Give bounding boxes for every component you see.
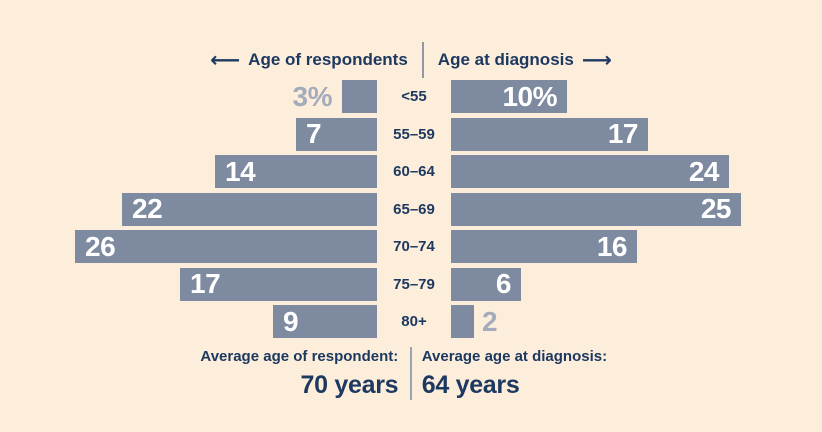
age-band-label: 75–79 (393, 275, 435, 293)
diagnosis-bar: 6 (451, 267, 521, 301)
respondents-value-label: 22 (132, 193, 163, 224)
respondents-value-label: 3% (292, 80, 333, 112)
diagnosis-bar: 25 (451, 192, 741, 226)
diagnosis-bar: 24 (451, 155, 729, 188)
respondents-bar: 14 (215, 155, 377, 188)
left-arrow-icon: ⟵ (210, 48, 241, 72)
pyramid-row-55-59: 7 55–59 17 (0, 117, 822, 151)
pyramid-row-70-74: 26 70–74 16 (0, 230, 822, 263)
legend-diagnosis-label: Age at diagnosis (437, 50, 574, 69)
respondents-bar: 26 (75, 230, 377, 263)
respondents-value-label: 17 (190, 268, 221, 299)
respondents-bar: 9 (273, 305, 377, 338)
diagnosis-value-label: 25 (700, 193, 732, 224)
diagnosis-bar: 10% (451, 80, 567, 113)
pyramid-row-75-79: 17 75–79 6 (0, 267, 822, 301)
pyramid-row-lt55: 3% <55 10% (0, 80, 822, 113)
respondents-value-label: 7 (306, 118, 322, 149)
right-arrow-icon: ⟶ (581, 48, 612, 72)
pyramid-row-65-69: 22 65–69 25 (0, 192, 822, 226)
average-respondent-block: Average age of respondent: 70 years (38, 347, 410, 400)
average-respondent-value: 70 years (300, 370, 399, 399)
age-band-label: <55 (401, 88, 427, 105)
age-band-label: 60–64 (393, 163, 435, 180)
respondents-value-label: 14 (225, 155, 256, 187)
legend-divider (421, 42, 424, 78)
diagnosis-bar: 16 (451, 230, 637, 263)
respondents-value-label: 26 (85, 230, 116, 262)
diagnosis-value-label: 6 (495, 268, 512, 299)
average-diagnosis-caption: Average age at diagnosis: (421, 348, 608, 365)
average-diagnosis-block: Average age at diagnosis: 64 years (412, 347, 784, 400)
averages-footer: Average age of respondent: 70 years Aver… (0, 347, 822, 400)
age-band-label: 70–74 (393, 238, 435, 255)
respondents-bar: 22 (122, 192, 377, 226)
chart-legend: ⟵ Age of respondents Age at diagnosis ⟶ (0, 42, 822, 78)
respondents-bar: 7 (296, 117, 377, 151)
pyramid-row-60-64: 14 60–64 24 (0, 155, 822, 188)
diagnosis-value-label: 2 (482, 305, 498, 337)
respondents-value-label: 9 (283, 305, 299, 337)
pyramid-rows: 3% <55 10% 7 55–59 17 (0, 80, 822, 343)
pyramid-row-80plus: 9 80+ 2 (0, 305, 822, 338)
diagnosis-value-label: 24 (688, 155, 720, 187)
respondents-bar: 17 (180, 267, 377, 301)
diagnosis-value-label: 10% (502, 80, 557, 112)
average-respondent-caption: Average age of respondent: (200, 348, 399, 365)
age-band-label: 65–69 (393, 200, 435, 218)
age-band-label: 80+ (401, 313, 427, 330)
footer-divider (410, 347, 412, 400)
diagnosis-bar (451, 305, 474, 338)
average-diagnosis-value: 64 years (421, 370, 520, 399)
respondents-bar (342, 80, 377, 113)
age-band-label: 55–59 (393, 125, 435, 143)
diagnosis-value-label: 17 (607, 118, 639, 149)
diagnosis-bar: 17 (451, 117, 648, 151)
diagnosis-value-label: 16 (596, 230, 628, 262)
legend-respondents-label: Age of respondents (248, 50, 408, 69)
